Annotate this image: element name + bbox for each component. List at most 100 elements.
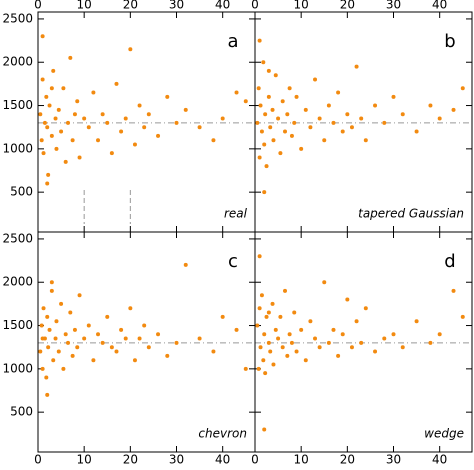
point [345,297,350,302]
point [197,125,202,130]
point [183,107,188,112]
point [308,125,313,130]
point [331,327,336,332]
point [363,306,368,311]
point [268,125,273,130]
point [174,120,179,125]
y-tick-label: 2000 [2,275,33,289]
point [66,120,71,125]
point [75,345,80,350]
point [270,301,275,306]
point [349,125,354,130]
y-tick-label: 500 [10,185,33,199]
x-tick-label: 40 [215,0,230,12]
point [391,94,396,99]
point [47,103,52,108]
point [49,133,54,138]
point [273,73,278,78]
point [86,323,91,328]
point [382,336,387,341]
point [303,107,308,112]
point [39,323,44,328]
point [283,129,288,134]
point [255,323,260,328]
point [77,293,82,298]
x-tick-label: 20 [123,453,138,467]
point [280,99,285,104]
point [263,112,268,117]
point [63,332,68,337]
point [91,358,96,363]
point [259,129,264,134]
point [47,327,52,332]
point [400,345,405,350]
point [146,112,151,117]
panel-name: wedge [424,427,464,441]
point [38,349,43,354]
point [289,133,294,138]
point [451,288,456,293]
x-tick-label: 0 [251,0,259,12]
point [278,151,283,156]
x-tick-label: 10 [77,453,92,467]
point [359,116,364,121]
point [109,345,114,350]
point [400,112,405,117]
point [257,38,262,43]
point [391,332,396,337]
point [46,345,51,350]
point [174,340,179,345]
point [45,125,50,130]
point [56,107,61,112]
x-tick-label: 10 [294,0,309,12]
point [359,340,364,345]
point [51,358,56,363]
point [49,280,54,285]
point [262,427,267,432]
point [100,112,105,117]
point [137,103,142,108]
point [271,138,276,143]
point [91,90,96,95]
point [313,336,318,341]
point [285,112,290,117]
point [243,366,248,371]
point [41,306,46,311]
point [197,336,202,341]
point [437,116,442,121]
point [268,349,273,354]
point [44,94,49,99]
point [183,262,188,267]
point [299,146,304,151]
point [44,375,49,380]
point [326,103,331,108]
point [96,332,101,337]
point [294,349,299,354]
point [428,103,433,108]
y-tick-label: 2500 [2,231,33,245]
point [123,116,128,121]
point [70,353,75,358]
point [373,103,378,108]
point [165,353,170,358]
x-tick-label: 40 [432,453,447,467]
point [40,336,45,341]
point [68,55,73,60]
point [211,138,216,143]
y-tick-label: 2500 [2,11,33,25]
point [262,142,267,147]
point [257,254,262,259]
point [100,340,105,345]
point [142,125,147,130]
point [255,120,260,125]
point [41,151,46,156]
x-tick-label: 0 [34,0,42,12]
panel-frame [37,11,256,233]
point [54,319,59,324]
point [40,34,45,39]
point [66,340,71,345]
point [38,112,43,117]
point [276,116,281,121]
panel-label: a [227,31,238,52]
